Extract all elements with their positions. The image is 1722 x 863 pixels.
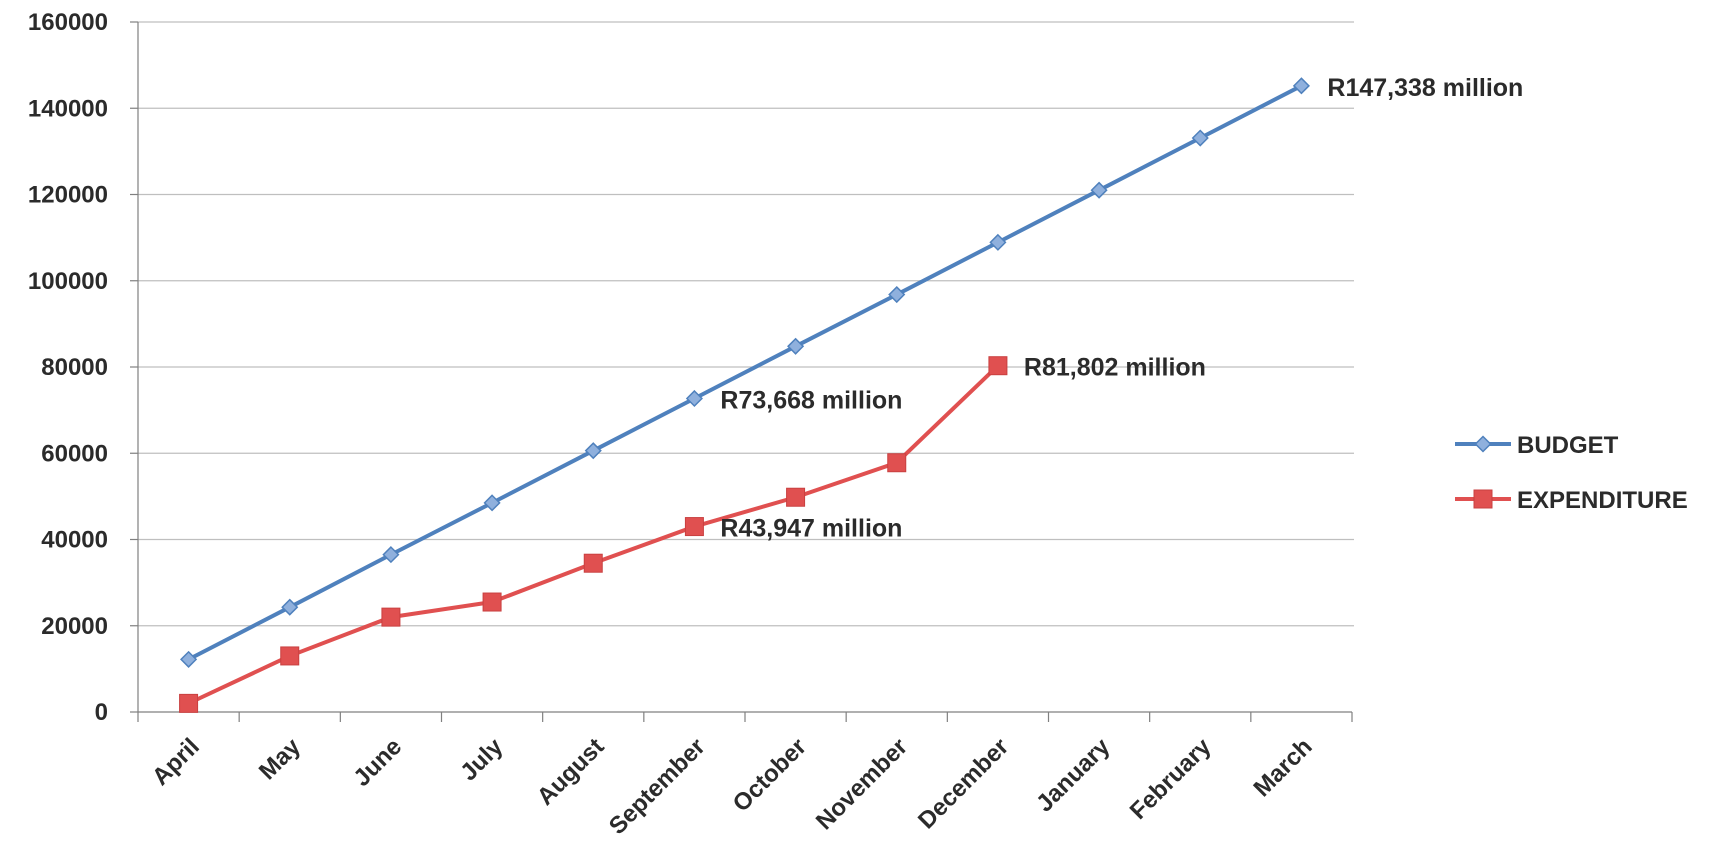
- x-tick-label: August: [532, 733, 610, 811]
- data-point-expenditure: [786, 487, 806, 507]
- data-point-expenditure: [988, 356, 1008, 376]
- y-tick-label: 100000: [28, 268, 108, 295]
- x-tick-label: May: [254, 733, 307, 786]
- data-point-expenditure: [887, 453, 907, 473]
- y-axis-ticks: 0 20000 40000 60000 80000 100000 120000 140000 1…: [28, 9, 108, 726]
- x-tick-label: March: [1249, 733, 1318, 802]
- legend-label: BUDGET: [1517, 432, 1619, 459]
- legend-marker-icon: [1473, 489, 1493, 509]
- annotations: R147,338 million R73,668 million R81,802 m…: [720, 74, 1523, 543]
- data-point-expenditure: [482, 592, 502, 612]
- x-tick-label: October: [728, 733, 812, 817]
- series-expenditure: [179, 356, 1008, 713]
- data-point-budget: [685, 389, 703, 408]
- x-tick-label: February: [1125, 733, 1217, 825]
- data-point-budget: [1292, 77, 1310, 95]
- data-label: R73,668 million: [720, 386, 902, 414]
- legend: BUDGET EXPENDITURE: [1455, 432, 1688, 514]
- data-point-budget: [1090, 181, 1108, 199]
- data-label: R43,947 million: [720, 515, 902, 543]
- y-tick-label: 80000: [41, 354, 108, 381]
- legend-item-expenditure: EXPENDITURE: [1455, 487, 1688, 514]
- data-point-expenditure: [179, 693, 199, 713]
- data-point-expenditure: [280, 646, 300, 666]
- legend-item-budget: BUDGET: [1455, 432, 1619, 459]
- x-tick-label: July: [455, 733, 509, 787]
- x-tick-label: January: [1031, 733, 1116, 818]
- data-point-budget: [1191, 129, 1209, 147]
- legend-marker-icon: [1474, 435, 1492, 453]
- data-point-expenditure: [684, 517, 704, 537]
- y-tick-label: 60000: [41, 440, 108, 467]
- x-tick-label: April: [147, 733, 205, 791]
- data-point-budget: [382, 546, 400, 564]
- gridlines: [138, 21, 1354, 627]
- data-point-budget: [888, 285, 906, 304]
- series: [179, 77, 1310, 713]
- data-point-budget: [281, 598, 299, 616]
- y-tick-label: 0: [95, 699, 108, 726]
- y-tick-label: 160000: [28, 9, 108, 36]
- y-tick-label: 20000: [41, 613, 108, 640]
- x-tick-label: June: [348, 733, 407, 792]
- legend-label: EXPENDITURE: [1517, 487, 1688, 514]
- x-tick-label: September: [604, 733, 711, 840]
- data-label: R147,338 million: [1327, 74, 1523, 102]
- x-tick-label: December: [913, 733, 1014, 834]
- data-point-expenditure: [381, 607, 401, 627]
- data-point-budget: [180, 650, 198, 668]
- axes: [130, 21, 1353, 722]
- data-label: R81,802 million: [1024, 354, 1206, 382]
- data-point-budget: [989, 233, 1007, 251]
- series-budget: [180, 77, 1310, 668]
- data-point-expenditure: [583, 553, 603, 573]
- series-line-budget: [187, 84, 1303, 662]
- data-point-budget: [787, 337, 805, 355]
- y-tick-label: 120000: [28, 182, 108, 209]
- y-tick-label: 40000: [41, 527, 108, 554]
- x-tick-label: November: [811, 733, 913, 835]
- data-point-budget: [483, 494, 501, 512]
- data-point-budget: [584, 442, 602, 460]
- y-tick-label: 140000: [28, 95, 108, 122]
